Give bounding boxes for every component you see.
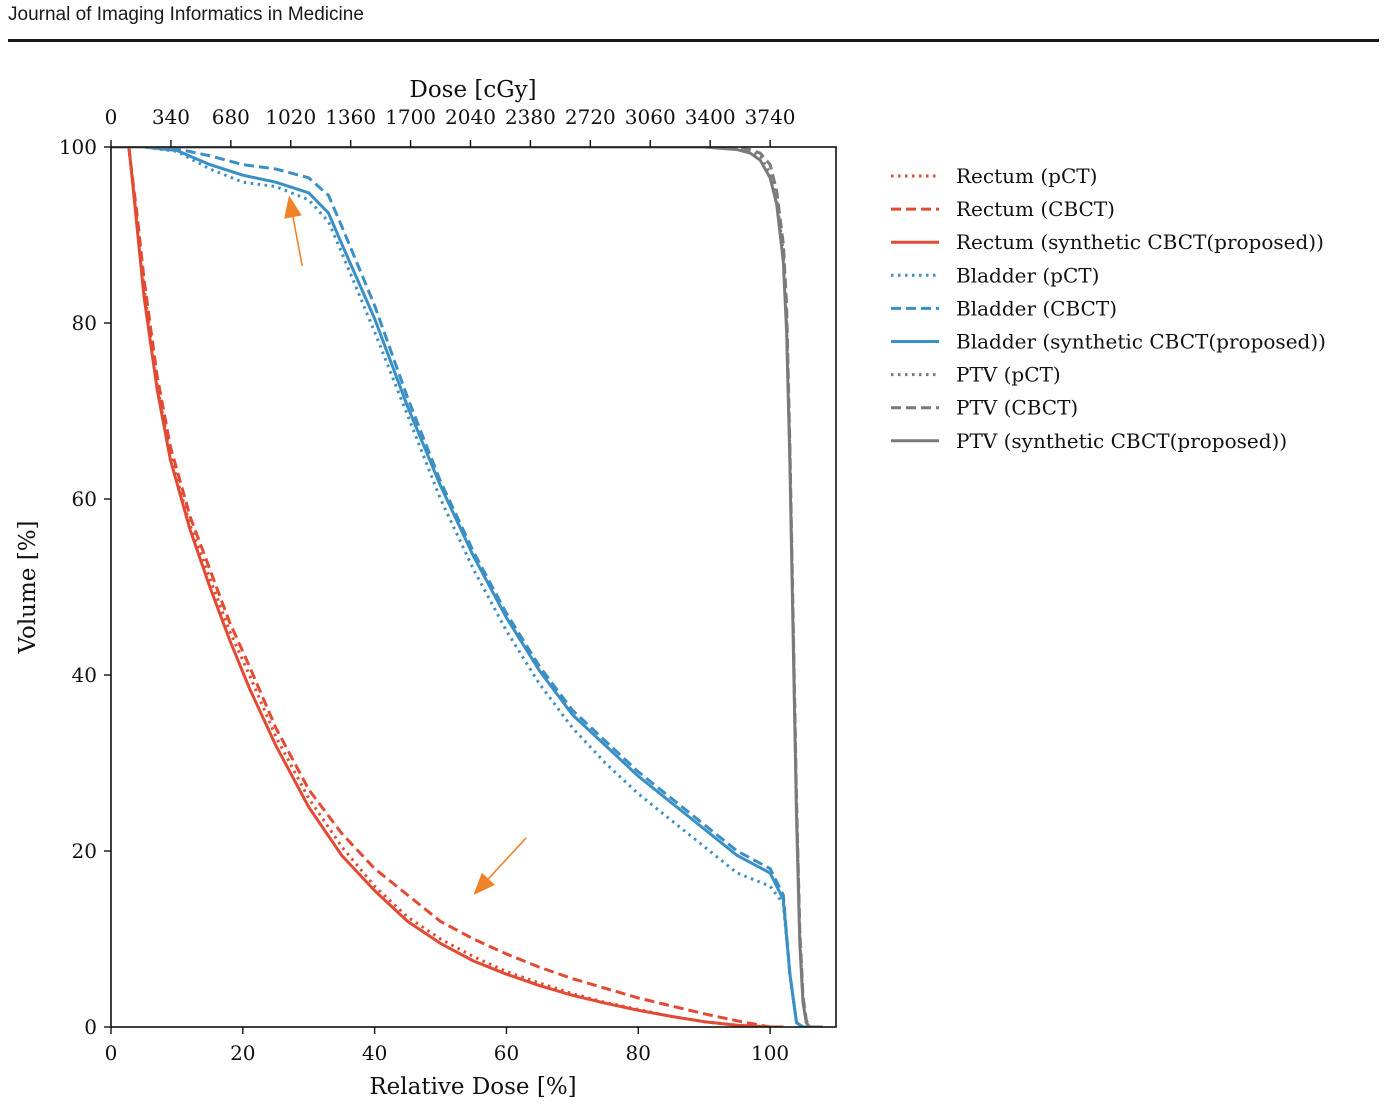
x-tick-label: 0: [105, 1041, 118, 1065]
legend-label-rectum-synthetic-cbct-proposed: Rectum (synthetic CBCT(proposed)): [956, 230, 1324, 254]
arrow-shaft-2: [487, 837, 527, 880]
series-line-rectum-cbct: [127, 147, 784, 1027]
x-axis: 0 20 40 60 80 100: [105, 1027, 789, 1065]
x2-tick-label: 2040: [445, 105, 496, 129]
legend-label-rectum-cbct: Rectum (CBCT): [956, 197, 1115, 221]
y-axis: 0 20 40 60 80 100: [59, 135, 111, 1039]
x-tick-label: 60: [494, 1041, 519, 1065]
arrow-head-2: [473, 872, 495, 895]
series-layer: [111, 147, 823, 1027]
x-tick-label: 80: [626, 1041, 651, 1065]
x2-tick-label: 2720: [565, 105, 616, 129]
x2-tick-label: 340: [152, 105, 190, 129]
annotation-layer: [284, 195, 527, 895]
legend: Rectum (pCT) Rectum (CBCT) Rectum (synthet…: [891, 164, 1326, 453]
plot-frame: [110, 146, 837, 1028]
y-axis-title: Volume [%]: [15, 520, 41, 654]
y-tick-label: 60: [72, 487, 97, 511]
series-line-bladder-pct: [111, 147, 810, 1027]
series-line-bladder-synthetic-cbct-proposed: [111, 147, 810, 1027]
legend-label-bladder-cbct: Bladder (CBCT): [956, 296, 1117, 320]
x2-tick-label: 0: [105, 105, 118, 129]
x2-tick-label: 2380: [505, 105, 556, 129]
series-line-bladder-cbct: [111, 147, 810, 1027]
y-tick-label: 100: [59, 135, 97, 159]
secondary-x-axis: 0 340 680 1020 1360 1700 2040 2380 2720 3060 3400 3…: [105, 105, 796, 147]
series-line-ptv-synthetic-cbct-proposed: [111, 147, 823, 1027]
y-tick-label: 40: [72, 663, 97, 687]
y-tick-label: 80: [72, 311, 97, 335]
header-rule: [8, 39, 1379, 42]
legend-label-bladder-synthetic-cbct-proposed: Bladder (synthetic CBCT(proposed)): [956, 330, 1326, 354]
legend-label-ptv-cbct: PTV (CBCT): [956, 396, 1078, 420]
y-tick-label: 0: [84, 1015, 97, 1039]
arrow-shaft-1: [292, 216, 303, 266]
legend-label-rectum-pct: Rectum (pCT): [956, 164, 1097, 188]
x2-tick-label: 3740: [745, 105, 796, 129]
legend-label-ptv-synthetic-cbct-proposed: PTV (synthetic CBCT(proposed)): [956, 429, 1287, 453]
x2-tick-label: 1700: [385, 105, 436, 129]
legend-label-bladder-pct: Bladder (pCT): [956, 263, 1099, 287]
x-tick-label: 40: [362, 1041, 387, 1065]
series-line-rectum-pct: [127, 147, 784, 1027]
x2-tick-label: 1360: [325, 105, 376, 129]
x2-tick-label: 3400: [685, 105, 736, 129]
x-axis-title: Relative Dose [%]: [369, 1074, 576, 1100]
x-tick-label: 100: [751, 1041, 789, 1065]
series-line-ptv-pct: [111, 147, 823, 1027]
x2-tick-label: 1020: [265, 105, 316, 129]
y-tick-label: 20: [72, 839, 97, 863]
series-line-rectum-synthetic-cbct-proposed: [127, 147, 777, 1027]
x2-tick-label: 680: [212, 105, 250, 129]
secondary-x-axis-title: Dose [cGy]: [409, 77, 536, 103]
arrow-head-1: [284, 195, 302, 219]
legend-label-ptv-pct: PTV (pCT): [956, 363, 1061, 387]
x2-tick-label: 3060: [625, 105, 676, 129]
journal-header: Journal of Imaging Informatics in Medici…: [8, 4, 364, 25]
x-tick-label: 20: [230, 1041, 255, 1065]
